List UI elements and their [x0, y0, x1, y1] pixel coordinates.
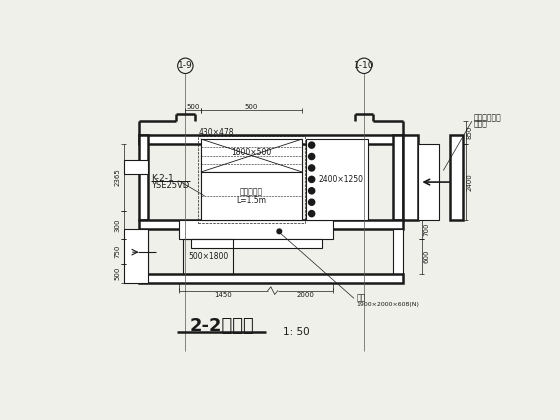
- Text: 750: 750: [115, 245, 120, 258]
- Bar: [139, 220, 403, 229]
- Text: 430×478: 430×478: [198, 128, 234, 137]
- Text: 300: 300: [115, 218, 120, 231]
- Bar: [139, 135, 403, 144]
- Bar: [124, 229, 148, 283]
- Bar: [198, 136, 306, 223]
- Bar: [139, 274, 403, 283]
- Text: K-2-1: K-2-1: [151, 174, 174, 184]
- Circle shape: [309, 188, 315, 194]
- Text: 500: 500: [186, 104, 200, 110]
- Bar: [183, 239, 233, 274]
- Text: 1: 50: 1: 50: [283, 327, 310, 337]
- Text: 500×1800: 500×1800: [188, 252, 228, 261]
- Bar: [393, 135, 403, 220]
- Bar: [124, 160, 148, 173]
- Bar: [200, 172, 302, 220]
- Text: 850: 850: [466, 126, 473, 139]
- Text: 1-10: 1-10: [354, 61, 374, 70]
- Text: 1-9: 1-9: [178, 61, 193, 70]
- Text: 1900×2000×608(N): 1900×2000×608(N): [356, 302, 419, 307]
- Text: 地漏: 地漏: [356, 293, 366, 302]
- Text: 700: 700: [423, 223, 430, 236]
- Text: 2400: 2400: [466, 173, 473, 191]
- Text: 断面百叶风口: 断面百叶风口: [473, 113, 501, 122]
- Bar: [139, 229, 148, 283]
- Text: YSE25VD: YSE25VD: [151, 181, 190, 190]
- Text: 消声连序器: 消声连序器: [240, 188, 263, 197]
- Text: L=1.5m: L=1.5m: [236, 196, 267, 205]
- Bar: [191, 239, 321, 248]
- Bar: [403, 135, 418, 220]
- Bar: [450, 135, 463, 220]
- Text: 2365: 2365: [115, 168, 120, 186]
- Circle shape: [309, 199, 315, 205]
- Bar: [200, 139, 302, 172]
- Bar: [179, 220, 333, 239]
- Bar: [393, 229, 403, 283]
- Text: 1800×500: 1800×500: [231, 148, 272, 157]
- Circle shape: [309, 176, 315, 182]
- Circle shape: [277, 229, 282, 234]
- Text: 500: 500: [245, 104, 258, 110]
- Circle shape: [309, 210, 315, 217]
- Text: 2-2剖面图: 2-2剖面图: [189, 317, 254, 335]
- Text: 1450: 1450: [214, 292, 232, 298]
- Bar: [418, 144, 440, 220]
- Bar: [306, 139, 368, 220]
- Text: 2000: 2000: [297, 292, 314, 298]
- Circle shape: [309, 142, 315, 148]
- Text: 调频器: 调频器: [473, 120, 487, 129]
- Text: 500: 500: [115, 267, 120, 280]
- Text: 2400×1250: 2400×1250: [319, 175, 363, 184]
- Circle shape: [309, 153, 315, 160]
- Bar: [139, 135, 148, 220]
- Circle shape: [309, 165, 315, 171]
- Text: 600: 600: [423, 249, 430, 263]
